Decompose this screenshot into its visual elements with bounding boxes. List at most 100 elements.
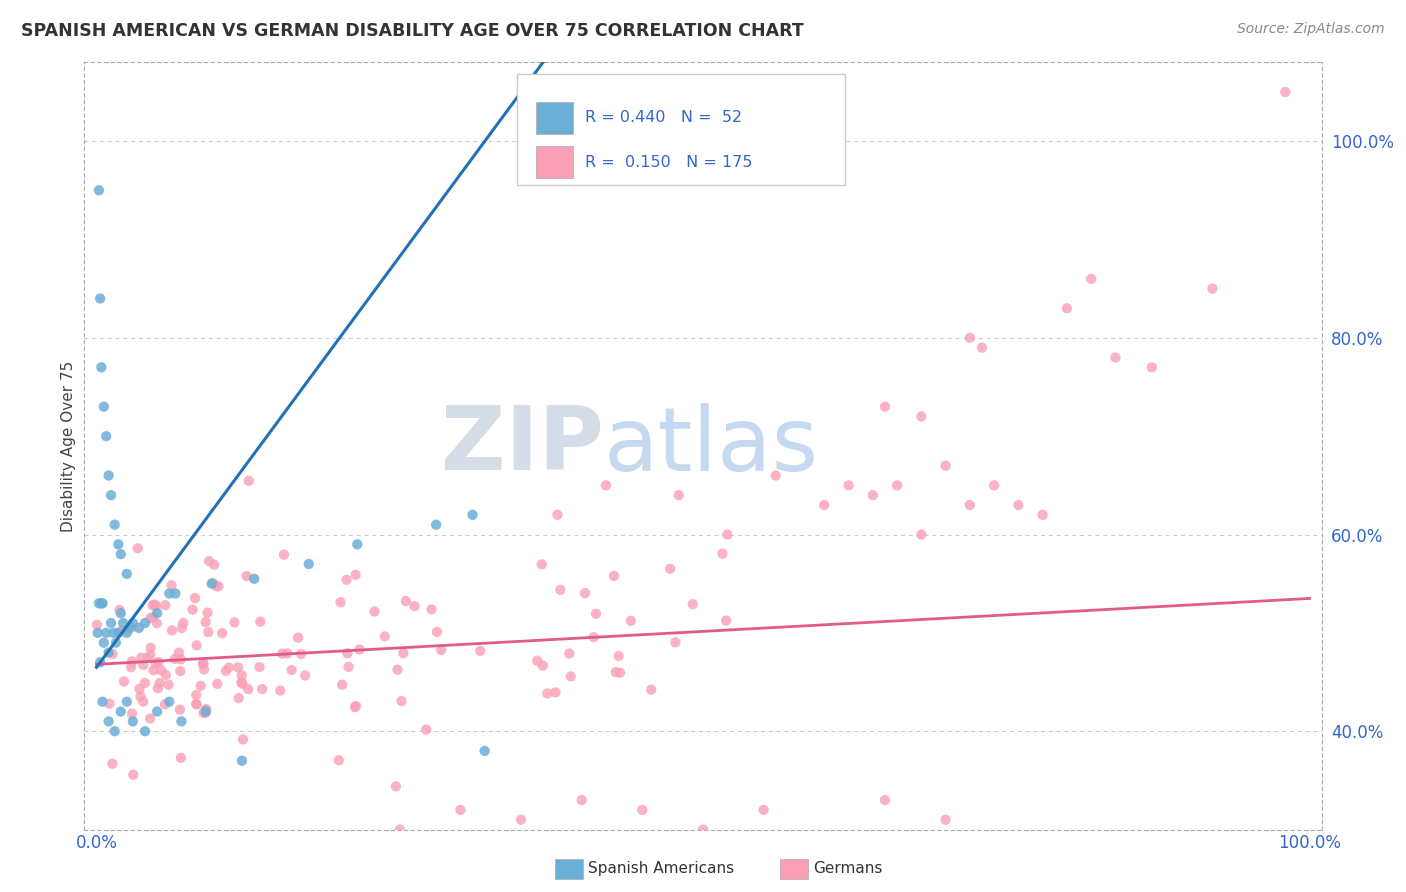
Point <box>668 488 690 502</box>
Point <box>190 679 212 693</box>
Point <box>148 655 170 669</box>
Point <box>595 478 617 492</box>
Point <box>664 635 686 649</box>
Point <box>226 660 249 674</box>
Point <box>276 647 298 661</box>
Point <box>157 678 180 692</box>
Point <box>692 822 714 837</box>
Point <box>585 607 607 621</box>
Point <box>181 602 204 616</box>
Point <box>167 646 190 660</box>
Text: SPANISH AMERICAN VS GERMAN DISABILITY AGE OVER 75 CORRELATION CHART: SPANISH AMERICAN VS GERMAN DISABILITY AG… <box>21 22 804 40</box>
Point <box>550 582 572 597</box>
Point <box>640 682 662 697</box>
Point <box>430 643 453 657</box>
Point <box>959 331 981 345</box>
Point <box>155 668 177 682</box>
Point <box>87 183 110 197</box>
Point <box>330 678 353 692</box>
Text: R = 0.440   N =  52: R = 0.440 N = 52 <box>585 111 742 125</box>
Point <box>153 598 176 612</box>
Point <box>211 626 233 640</box>
Point <box>136 650 159 665</box>
Point <box>143 598 166 612</box>
Point <box>193 662 215 676</box>
Point <box>142 610 165 624</box>
Point <box>1201 282 1223 296</box>
Point <box>205 579 228 593</box>
Point <box>122 714 145 729</box>
Point <box>983 478 1005 492</box>
Point <box>959 498 981 512</box>
Point <box>115 623 138 637</box>
Point <box>470 644 492 658</box>
Point <box>120 660 142 674</box>
Point <box>157 586 180 600</box>
Point <box>218 660 240 674</box>
Point <box>582 630 605 644</box>
Point <box>91 695 114 709</box>
Point <box>198 554 221 568</box>
Point <box>104 517 127 532</box>
Point <box>249 660 271 674</box>
Point <box>716 527 738 541</box>
Point <box>112 615 135 630</box>
Point <box>115 566 138 581</box>
Point <box>202 558 225 572</box>
Point <box>131 650 153 665</box>
Point <box>970 341 993 355</box>
Point <box>86 617 108 632</box>
Point <box>571 793 593 807</box>
Point <box>93 636 115 650</box>
Point <box>170 621 193 635</box>
Point <box>620 614 643 628</box>
Point <box>139 640 162 655</box>
Point <box>271 647 294 661</box>
Point <box>711 547 734 561</box>
Point <box>349 642 371 657</box>
Point <box>191 657 214 672</box>
Point <box>536 686 558 700</box>
Point <box>249 615 271 629</box>
Point <box>89 292 111 306</box>
Point <box>838 478 860 492</box>
Point <box>193 657 215 671</box>
Point <box>232 732 254 747</box>
Point <box>250 682 273 697</box>
Point <box>103 625 125 640</box>
Point <box>110 705 132 719</box>
Point <box>716 614 738 628</box>
Point <box>765 468 787 483</box>
Point <box>145 657 167 671</box>
Point <box>873 793 896 807</box>
Point <box>134 724 156 739</box>
Point <box>546 508 568 522</box>
Point <box>96 429 118 443</box>
Point <box>160 578 183 592</box>
Text: Source: ZipAtlas.com: Source: ZipAtlas.com <box>1237 22 1385 37</box>
FancyBboxPatch shape <box>517 74 845 186</box>
Point <box>115 695 138 709</box>
Point <box>104 724 127 739</box>
Point <box>86 625 108 640</box>
Point <box>231 675 253 690</box>
Point <box>146 705 169 719</box>
Point <box>170 751 193 765</box>
Text: R =  0.150   N = 175: R = 0.150 N = 175 <box>585 154 754 169</box>
Point <box>160 624 183 638</box>
Point <box>388 822 411 837</box>
Point <box>104 636 127 650</box>
Point <box>343 700 366 714</box>
Point <box>238 474 260 488</box>
Point <box>813 498 835 512</box>
Bar <box>536 102 574 134</box>
Point <box>207 579 229 593</box>
Point <box>132 695 155 709</box>
Point <box>426 624 449 639</box>
Point <box>207 677 229 691</box>
Point <box>404 599 426 614</box>
Point <box>344 567 367 582</box>
Point <box>287 631 309 645</box>
Point <box>89 656 111 670</box>
Point <box>609 665 631 680</box>
